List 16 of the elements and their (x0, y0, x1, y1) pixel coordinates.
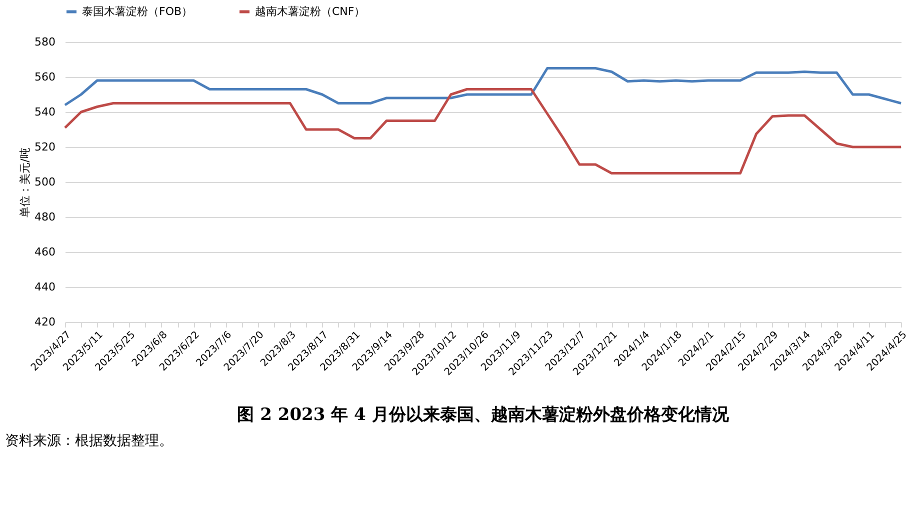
y-tick-label: 460 (34, 246, 56, 258)
line-series (64, 67, 902, 106)
text: 资料来源：根据数据整理。 (5, 433, 173, 449)
y-tick-label: 580 (34, 36, 56, 48)
y-tick-label: 440 (34, 280, 56, 294)
y-tick-label: 540 (34, 106, 56, 118)
y-tick-label: 420 (34, 316, 56, 328)
line-series (64, 88, 902, 174)
text: 图 2 2023 年 4 月份以来泰国、越南木薯淀粉外盘价格变化情况 (237, 404, 730, 425)
y-tick-label: 520 (34, 140, 56, 154)
y-tick-label: 500 (34, 176, 56, 188)
y-axis-title: 单位：美元/吨 (18, 148, 32, 218)
legend-label: 泰国木薯淀粉（FOB） (82, 4, 193, 18)
legend-label: 越南木薯淀粉（CNF） (255, 4, 366, 18)
y-tick-label: 560 (34, 70, 56, 84)
y-tick-label: 480 (34, 210, 56, 224)
